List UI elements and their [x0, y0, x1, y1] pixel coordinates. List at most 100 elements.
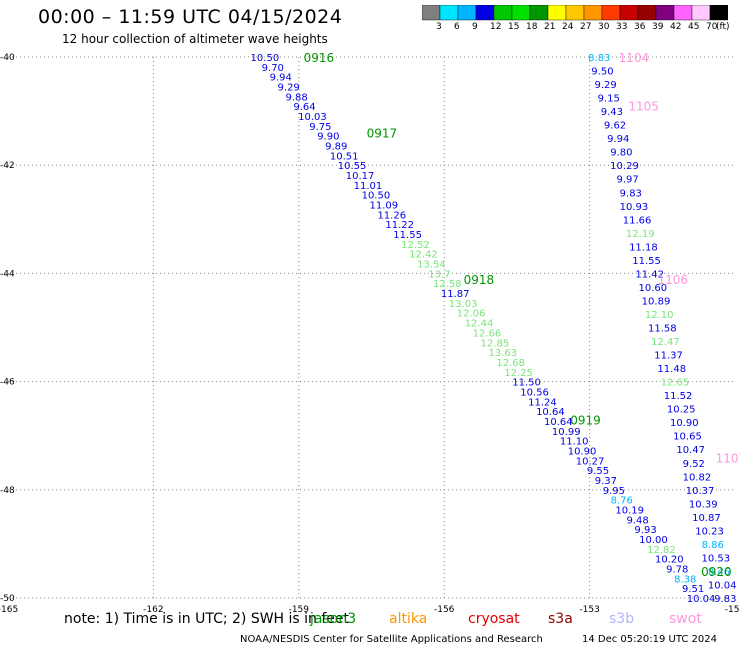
legend-item-jason3: jason3 — [310, 611, 357, 627]
wave-height-label: 10.50 — [362, 191, 391, 202]
colorbar-swatch — [457, 5, 477, 21]
wave-height-label: 9.62 — [604, 121, 626, 132]
wave-height-label: 11.01 — [354, 181, 383, 192]
time-labels: 0916 0917 0918 0919 0920 1104 1105 1106 1107 — [304, 51, 740, 579]
colorbar-swatch — [529, 5, 549, 21]
colorbar-label: 6 — [454, 22, 460, 32]
y-tick-label: -48 — [0, 486, 15, 496]
colorbar — [422, 5, 728, 21]
wave-height-label: 9.94 — [607, 134, 629, 145]
wave-height-label: 8.46 — [708, 567, 730, 578]
wave-height-label: 8.86 — [702, 540, 724, 551]
wave-height-label: 10.60 — [639, 283, 668, 294]
time-label: 0917 — [367, 127, 398, 141]
colorbar-unit: (ft) — [716, 22, 730, 32]
wave-height-label: 9.70 — [262, 63, 284, 74]
x-tick-label: -156 — [434, 605, 455, 615]
colorbar-label: 3 — [436, 22, 442, 32]
wave-height-label: 10.39 — [689, 499, 718, 510]
wave-height-label: 10.27 — [576, 456, 605, 467]
x-tick-label: -150 — [725, 605, 740, 615]
wave-height-label: 9.80 — [610, 148, 632, 159]
colorbar-swatch — [475, 5, 495, 21]
colorbar-swatch — [547, 5, 567, 21]
colorbar-label: 39 — [652, 22, 664, 32]
time-label: 1105 — [628, 100, 659, 114]
wave-height-label: 10.17 — [346, 171, 375, 182]
wave-height-label: 11.58 — [648, 324, 677, 335]
time-label: 0920 — [701, 565, 732, 579]
wave-height-label: 10.37 — [686, 486, 715, 497]
wave-height-label: 10.82 — [683, 472, 712, 483]
colorbar-swatch — [511, 5, 531, 21]
wave-height-label: 8.76 — [611, 496, 633, 507]
wave-height-label: 9.48 — [626, 515, 648, 526]
colorbar-swatch — [439, 5, 459, 21]
colorbar-swatch — [709, 5, 728, 21]
colorbar-swatch — [619, 5, 639, 21]
wave-height-label: 9.52 — [683, 459, 705, 470]
wave-height-label: 12.82 — [647, 545, 676, 556]
wave-height-label: 10.90 — [670, 418, 699, 429]
legend-item-s3a: s3a — [548, 611, 573, 627]
legend-item-cryosat: cryosat — [468, 611, 520, 627]
legend-item-altika: altika — [389, 611, 428, 627]
colorbar-label: 33 — [616, 22, 628, 32]
wave-height-label: 12.42 — [409, 250, 438, 261]
colorbar-swatch — [422, 5, 441, 21]
axis-tick-labels: -165 -162 -159 -156 -153 -150 -40 -42 -44 -46 -48 -… — [0, 53, 740, 615]
colorbar-label: 15 — [508, 22, 520, 32]
colorbar-swatch — [583, 5, 603, 21]
colorbar-label: 18 — [526, 22, 538, 32]
wave-height-label: 12.19 — [626, 229, 655, 240]
wave-height-label: 12.25 — [504, 368, 533, 379]
colorbar-label: 45 — [688, 22, 700, 32]
wave-height-label: 10.64 — [544, 417, 573, 428]
x-tick-label: -159 — [289, 605, 310, 615]
wave-height-label: 9.83 — [714, 594, 736, 605]
wave-height-label: 10.25 — [667, 405, 696, 416]
colorbar-swatch — [691, 5, 711, 21]
x-tick-label: -165 — [0, 605, 18, 615]
legend-item-s3b: s3b — [609, 611, 635, 627]
time-label: 0919 — [570, 413, 601, 427]
colorbar-swatch — [673, 5, 693, 21]
wave-height-label: 11.50 — [512, 378, 541, 389]
wave-height-label: 10.56 — [520, 387, 549, 398]
wave-height-label: 13.7 — [428, 269, 450, 280]
colorbar-swatch — [637, 5, 657, 21]
wave-height-label: 10.29 — [610, 161, 639, 172]
chart-title: 00:00 – 11:59 UTC 04/15/2024 — [38, 6, 343, 28]
colorbar-label: 21 — [544, 22, 556, 32]
y-tick-label: -44 — [0, 269, 15, 279]
wave-height-label: 11.10 — [560, 437, 589, 448]
wave-height-label: 12.58 — [433, 279, 462, 290]
wave-height-label: 10.89 — [642, 296, 671, 307]
wave-height-label: 13.03 — [449, 299, 478, 310]
wave-height-label: 10.04 — [687, 594, 716, 605]
wave-height-label: 10.53 — [702, 553, 731, 564]
wave-height-label: 11.48 — [657, 364, 686, 375]
wave-height-label: 11.52 — [664, 391, 693, 402]
colorbar-label: 9 — [472, 22, 478, 32]
wave-height-label: 8.83 — [588, 53, 610, 64]
wave-height-label: 9.29 — [278, 83, 300, 94]
wave-height-label: 12.66 — [473, 328, 502, 339]
wave-height-label: 12.65 — [661, 378, 690, 389]
wave-height-label: 10.00 — [639, 535, 668, 546]
wave-height-label: 10.93 — [620, 202, 649, 213]
colorbar-swatch — [493, 5, 513, 21]
wave-height-label: 11.66 — [623, 215, 652, 226]
wave-height-label: 12.06 — [457, 309, 486, 320]
wave-height-label: 9.97 — [617, 175, 639, 186]
colorbar-label: 42 — [670, 22, 682, 32]
colorbar-label: 36 — [634, 22, 646, 32]
wave-height-label: 12.85 — [481, 338, 510, 349]
data-labels: 10.509.709.949.299.889.6410.039.759.909.… — [251, 53, 737, 605]
wave-height-label: 10.23 — [695, 526, 724, 537]
wave-height-label: 9.78 — [666, 564, 688, 575]
y-tick-label: -42 — [0, 161, 15, 171]
wave-height-label: 10.20 — [655, 555, 684, 566]
wave-height-label: 11.22 — [385, 220, 414, 231]
